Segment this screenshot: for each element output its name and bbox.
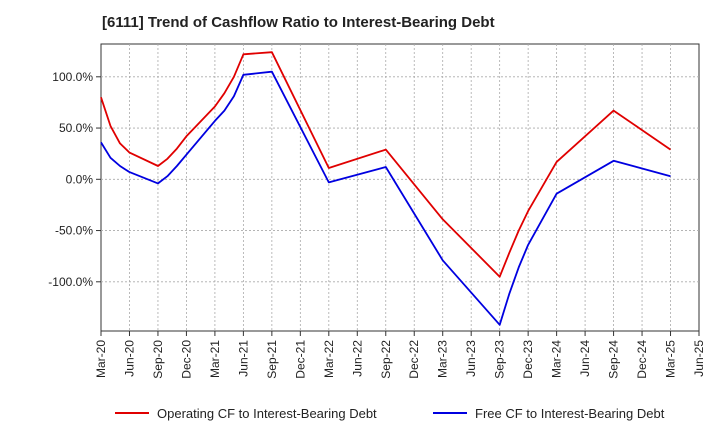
x-tick-label: Mar-25 (664, 340, 678, 378)
chart-title: [6111] Trend of Cashflow Ratio to Intere… (102, 14, 495, 31)
x-tick-label: Mar-20 (94, 340, 108, 378)
x-tick-label: Jun-20 (122, 340, 136, 377)
x-tick-label: Jun-25 (692, 340, 706, 377)
x-tick-label: Mar-24 (550, 340, 564, 378)
x-tick-label: Mar-21 (208, 340, 222, 378)
legend-label-2: Free CF to Interest-Bearing Debt (475, 406, 665, 421)
y-tick-label: 0.0% (66, 172, 94, 186)
x-tick-label: Jun-21 (236, 340, 250, 377)
x-tick-label: Sep-24 (607, 340, 621, 379)
series-line-1 (100, 51, 672, 278)
y-tick-label: -50.0% (55, 224, 93, 238)
x-tick-label: Jun-24 (578, 340, 592, 377)
y-tick-label: 50.0% (59, 121, 93, 135)
x-tick-label: Sep-21 (265, 340, 279, 379)
x-tick-label: Sep-22 (379, 340, 393, 379)
series-line-2 (100, 70, 671, 326)
x-tick-label: Dec-22 (407, 340, 421, 379)
x-tick-label: Mar-22 (322, 340, 336, 378)
y-tick-label: -100.0% (48, 275, 93, 289)
legend-label-1: Operating CF to Interest-Bearing Debt (157, 406, 377, 421)
x-tick-label: Sep-20 (151, 340, 165, 379)
x-tick-label: Jun-22 (350, 340, 364, 377)
x-tick-label: Dec-23 (521, 340, 535, 379)
x-tick-label: Mar-23 (436, 340, 450, 378)
plot-area (100, 43, 700, 332)
x-tick-label: Sep-23 (493, 340, 507, 379)
x-tick-label: Dec-20 (179, 340, 193, 379)
y-tick-label: 100.0% (52, 70, 93, 84)
x-tick-label: Dec-21 (293, 340, 307, 379)
x-tick-label: Jun-23 (464, 340, 478, 377)
x-tick-label: Dec-24 (635, 340, 649, 379)
